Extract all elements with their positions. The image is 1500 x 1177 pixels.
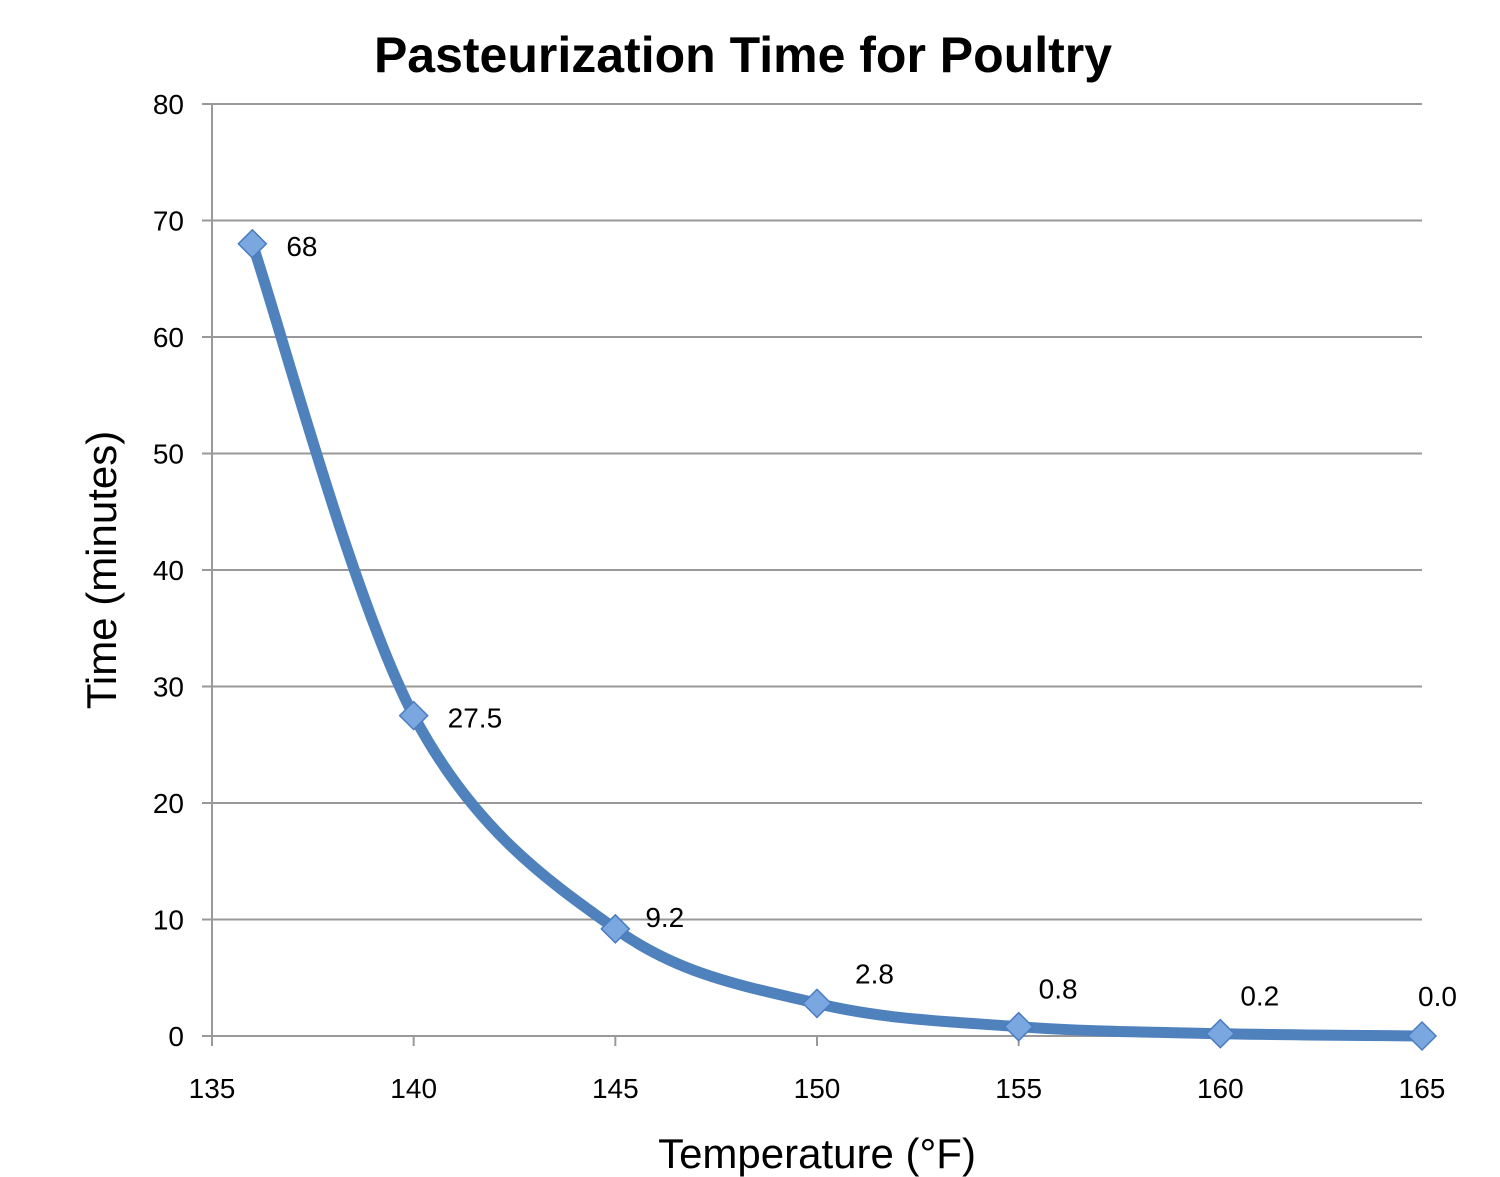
data-labels: 68 27.5 9.2 2.8 0.8 0.2 0.0 xyxy=(286,231,1457,1012)
y-tick-label: 40 xyxy=(153,555,184,586)
data-label: 2.8 xyxy=(855,958,894,989)
data-label: 0.8 xyxy=(1039,974,1078,1005)
y-tick-label: 70 xyxy=(153,206,184,237)
x-tick-label: 165 xyxy=(1399,1073,1446,1104)
data-label: 68 xyxy=(286,231,317,262)
x-tick-label: 155 xyxy=(995,1073,1042,1104)
data-label: 0.0 xyxy=(1418,981,1457,1012)
y-tick-label: 0 xyxy=(168,1021,184,1052)
x-tick-label: 135 xyxy=(189,1073,236,1104)
data-label: 0.2 xyxy=(1240,981,1279,1012)
y-tick-label: 80 xyxy=(153,89,184,120)
data-point-marker xyxy=(600,913,631,944)
data-point-marker xyxy=(1003,1011,1034,1042)
data-point-marker xyxy=(398,700,429,731)
tick-labels: 0 10 20 30 40 50 60 70 80 135 140 145 150 155 160 165 xyxy=(153,89,1446,1104)
x-tick-label: 150 xyxy=(794,1073,841,1104)
x-tick-label: 160 xyxy=(1197,1073,1244,1104)
x-tick-label: 140 xyxy=(390,1073,437,1104)
gridlines xyxy=(202,103,1422,1037)
x-tick-label: 145 xyxy=(592,1073,639,1104)
data-point-marker xyxy=(237,228,268,259)
series-line xyxy=(246,238,1428,1042)
chart-title: Pasteurization Time for Poultry xyxy=(374,27,1112,83)
data-label: 27.5 xyxy=(448,703,503,734)
x-axis-label: Temperature (°F) xyxy=(658,1130,976,1177)
data-point-marker xyxy=(801,988,833,1019)
data-point-marker xyxy=(1406,1020,1438,1052)
series xyxy=(237,228,1438,1052)
y-tick-label: 10 xyxy=(153,905,184,936)
data-label: 9.2 xyxy=(645,902,684,933)
y-tick-label: 50 xyxy=(153,439,184,470)
y-axis-label: Time (minutes) xyxy=(78,431,125,709)
y-tick-label: 60 xyxy=(153,322,184,353)
axes xyxy=(211,104,1423,1046)
data-point-marker xyxy=(1205,1018,1236,1049)
y-tick-label: 20 xyxy=(153,788,184,819)
y-tick-label: 30 xyxy=(153,672,184,703)
